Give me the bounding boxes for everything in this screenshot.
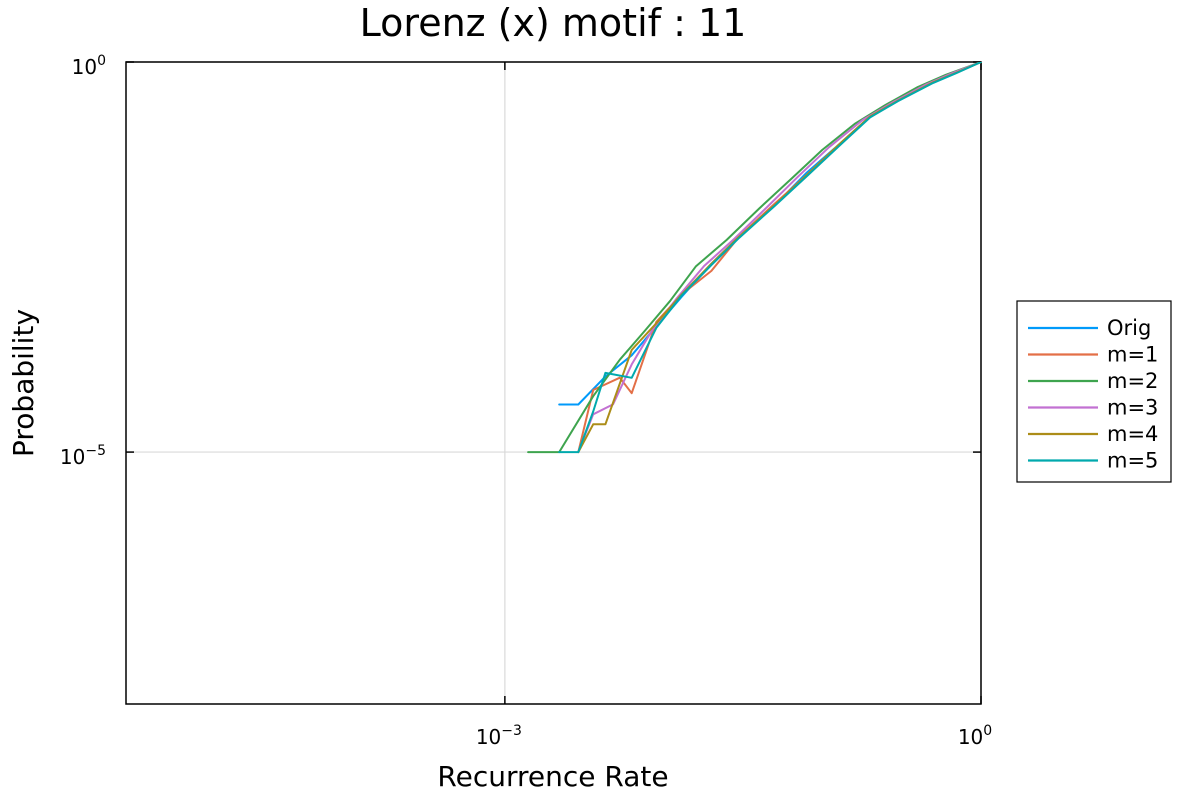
ticks — [126, 61, 982, 704]
series-line-m3 — [577, 62, 982, 454]
legend-label-4: m=4 — [1107, 422, 1158, 446]
tick-labels: 10−3 100 10−5 100 — [60, 53, 992, 749]
chart-title: Lorenz (x) motif : 11 — [360, 1, 747, 45]
legend: Orig m=1m=2 m=3m=4 m=5 — [1016, 300, 1172, 483]
legend-box — [1016, 300, 1172, 483]
series-line-m2 — [527, 62, 982, 454]
y-tick-label-0: 10−5 — [60, 443, 106, 469]
x-tick-label-1: 100 — [958, 723, 992, 749]
series-lines — [527, 62, 982, 454]
legend-label-1: m=1 — [1107, 343, 1158, 367]
legend-label-0: Orig — [1107, 316, 1151, 340]
x-axis-label: Recurrence Rate — [437, 760, 668, 793]
series-line-m5 — [558, 62, 982, 454]
legend-label-5: m=5 — [1107, 449, 1158, 473]
legend-label-3: m=3 — [1107, 396, 1158, 420]
y-tick-label-1: 100 — [72, 53, 106, 79]
plot-frame — [125, 61, 982, 705]
legend-label-2: m=2 — [1107, 369, 1158, 393]
x-tick-label-0: 10−3 — [476, 723, 522, 749]
y-axis-label: Probability — [7, 309, 40, 457]
